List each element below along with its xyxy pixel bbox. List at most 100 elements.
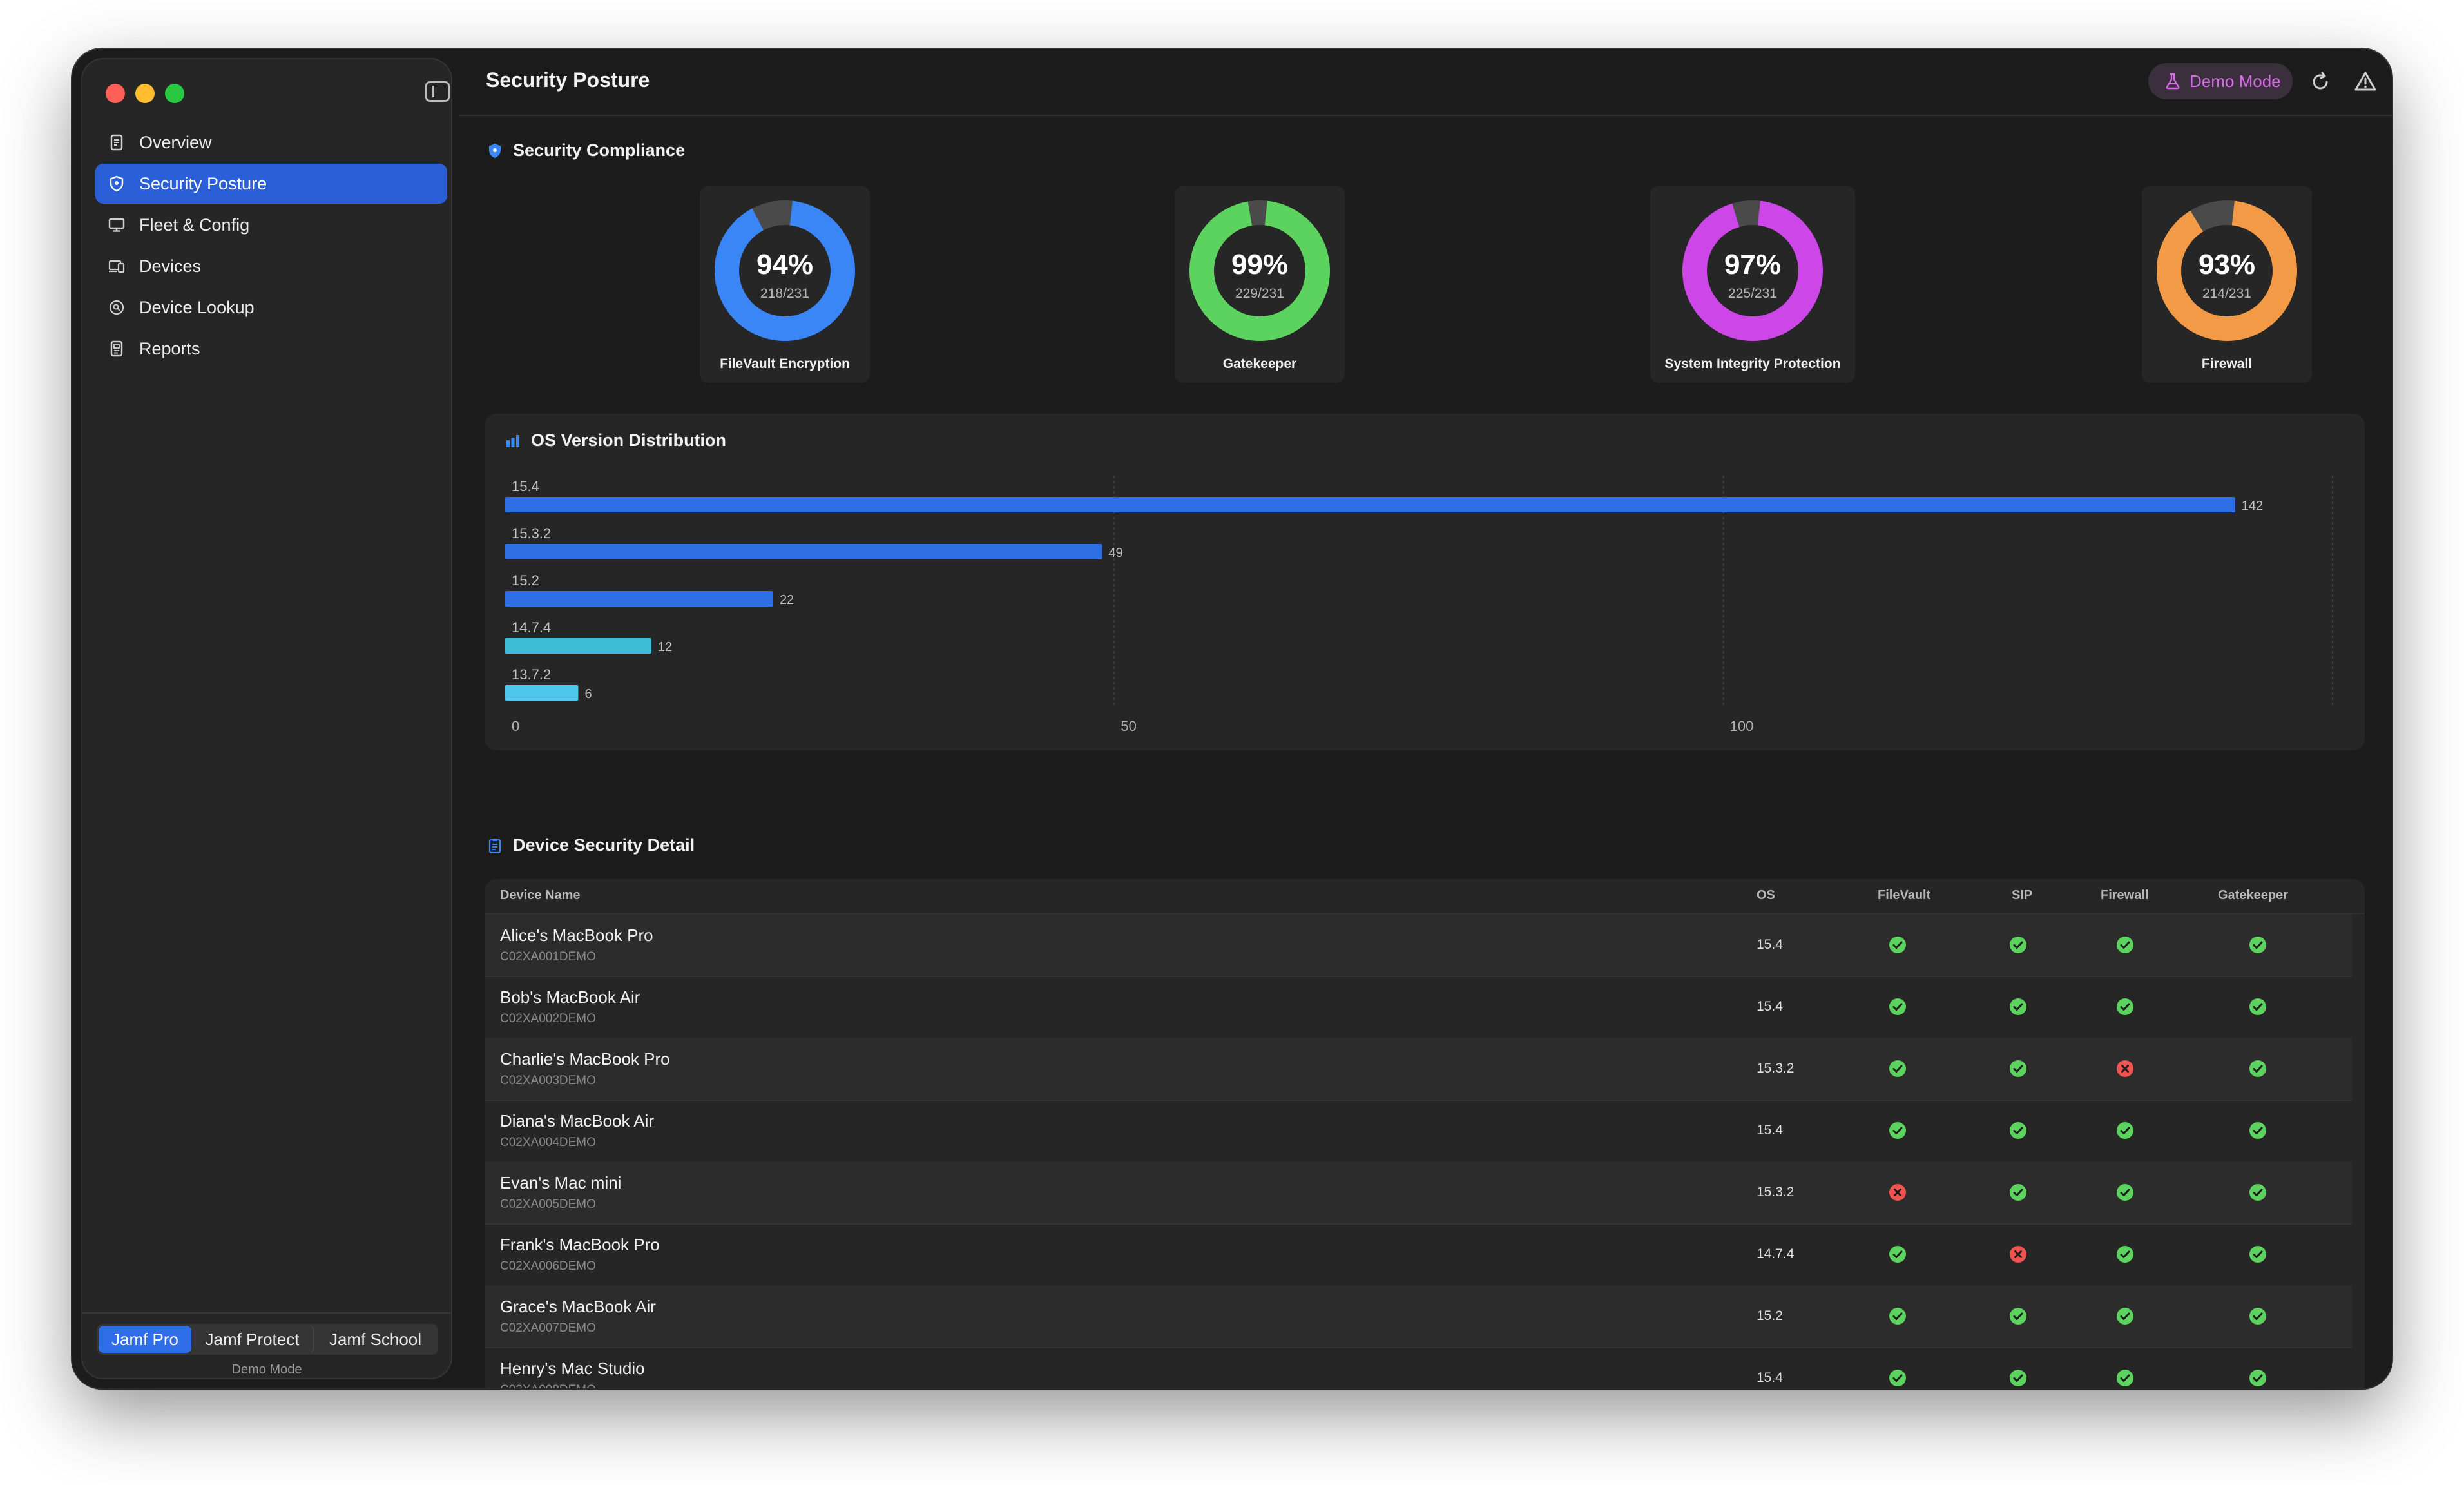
bar-value-label: 12 [658,640,672,654]
checkmark-circle-icon [1889,1308,1906,1325]
column-header-firewall[interactable]: Firewall [2101,888,2149,902]
bar [505,685,579,701]
device-name: Henry's Mac Studio [500,1359,645,1378]
section-title-text: OS Version Distribution [531,431,727,450]
close-window-button[interactable] [106,84,125,103]
xmark-circle-icon [2010,1246,2026,1263]
table-row[interactable]: Diana's MacBook Air C02XA004DEMO 15.4 [485,1100,2352,1163]
section-title-text: Device Security Detail [513,835,695,855]
sidebar-item-reports[interactable]: Reports [95,329,447,369]
x-tick-label: 0 [512,718,519,734]
os-distribution-card: OS Version Distribution 0 50 100 15.4 142 15.… [485,414,2365,750]
filevault-ring-value-arc [715,200,855,341]
table-row[interactable]: Charlie's MacBook Pro C02XA003DEMO 15.3.2 [485,1038,2352,1101]
ring-label: FileVault Encryption [720,356,850,371]
device-os: 15.4 [1757,1370,1783,1385]
checkmark-circle-icon [2117,1246,2133,1263]
table-row[interactable]: Grace's MacBook Air C02XA007DEMO 15.2 [485,1285,2352,1348]
device-serial: C02XA007DEMO [500,1321,596,1335]
sidebar-item-fleet-config[interactable]: Fleet & Config [95,205,447,245]
table-row[interactable]: Evan's Mac mini C02XA005DEMO 15.3.2 [485,1161,2352,1225]
shield-icon [489,143,501,158]
device-os: 15.4 [1757,999,1783,1014]
category-label: 13.7.2 [512,666,551,683]
segment-jamf-protect[interactable]: Jamf Protect [191,1326,314,1353]
column-header-os[interactable]: OS [1757,888,1775,902]
sidebar-item-overview[interactable]: Overview [95,122,447,162]
device-security-title: Device Security Detail [487,835,695,855]
ring-label: Gatekeeper [1222,356,1297,371]
zoom-window-button[interactable] [165,84,184,103]
checkmark-circle-icon [2249,1122,2266,1139]
sidebar-item-security-posture[interactable]: Security Posture [95,164,447,204]
bar-value-label: 22 [780,593,794,607]
security-compliance-title: Security Compliance [487,141,685,160]
magnifier-icon [108,299,125,316]
display-icon [108,217,125,233]
device-security-table: Device Name OS FileVault SIP Firewall Ga… [485,879,2365,1388]
refresh-icon[interactable] [2308,70,2333,94]
ring-percent: 93% [2198,249,2256,280]
main-content: Security Posture Demo Mode Security Comp… [459,49,2392,1388]
device-name: Frank's MacBook Pro [500,1235,660,1254]
table-row[interactable]: Henry's Mac Studio C02XA008DEMO 15.4 [485,1347,2352,1388]
column-header-filevault[interactable]: FileVault [1878,888,1931,902]
segment-jamf-school[interactable]: Jamf School [329,1329,422,1349]
checkmark-circle-icon [1889,1122,1906,1139]
firewall-ring [2157,200,2297,341]
checkmark-circle-icon [2010,998,2026,1015]
bar-value-label: 49 [1108,546,1122,560]
sidebar-item-label: Reports [139,338,200,358]
x-tick-label: 100 [1730,718,1754,734]
checkmark-circle-icon [2010,1308,2026,1325]
sidebar-toggle-icon[interactable] [425,81,450,102]
ring-percent: 97% [1724,249,1782,280]
device-name: Evan's Mac mini [500,1173,622,1192]
warning-triangle-icon[interactable] [2353,70,2378,94]
demo-mode-label: Demo Mode [2190,71,2281,91]
column-header-gatekeeper[interactable]: Gatekeeper [2218,888,2288,902]
os-distribution-chart: 0 50 100 15.4 142 15.3.2 49 15.2 22 14.7.4 12 13.7.… [505,476,2333,734]
checkmark-circle-icon [2249,1060,2266,1077]
sidebar-item-label: Security Posture [139,173,267,193]
bar-value-label: 6 [584,687,592,701]
sidebar-item-device-lookup[interactable]: Device Lookup [95,287,447,327]
device-name: Bob's MacBook Air [500,987,640,1007]
xmark-circle-icon [2117,1060,2133,1077]
demo-mode-button[interactable]: Demo Mode [2148,63,2293,99]
device-os: 15.2 [1757,1308,1783,1323]
checkmark-circle-icon [2117,937,2133,953]
laptop-icon [108,258,125,275]
bar [505,497,2235,512]
table-row[interactable]: Alice's MacBook Pro C02XA001DEMO 15.4 [485,914,2352,977]
product-switcher: Jamf Pro Jamf Protect Jamf School [97,1324,438,1355]
ring-count: 229/231 [1235,286,1284,301]
table-row[interactable]: Frank's MacBook Pro C02XA006DEMO 14.7.4 [485,1223,2352,1286]
minimize-window-button[interactable] [135,84,155,103]
checkmark-circle-icon [1889,998,1906,1015]
flask-icon [2166,73,2180,90]
category-label: 14.7.4 [512,619,551,636]
device-os: 15.3.2 [1757,1185,1795,1199]
sip-ring [1682,200,1823,341]
ring-percent: 99% [1231,249,1289,280]
table-row[interactable]: Bob's MacBook Air C02XA002DEMO 15.4 [485,976,2352,1039]
checkmark-circle-icon [2010,1184,2026,1201]
device-serial: C02XA002DEMO [500,1012,596,1025]
ring-label: System Integrity Protection [1664,356,1841,371]
sidebar-item-devices[interactable]: Devices [95,246,447,286]
column-header-device-name[interactable]: Device Name [500,888,581,902]
segment-jamf-pro[interactable]: Jamf Pro [99,1326,191,1353]
bar [505,638,651,654]
bar [505,544,1102,559]
checkmark-circle-icon [2249,937,2266,953]
column-header-sip[interactable]: SIP [2012,888,2033,902]
sidebar-item-label: Overview [139,132,212,152]
checkmark-circle-icon [1889,1060,1906,1077]
ring-count: 225/231 [1728,286,1777,301]
device-os: 15.3.2 [1757,1061,1795,1076]
clipboard-icon [488,838,501,853]
sidebar-item-label: Fleet & Config [139,215,250,235]
report-icon [108,340,125,357]
checkmark-circle-icon [2010,937,2026,953]
